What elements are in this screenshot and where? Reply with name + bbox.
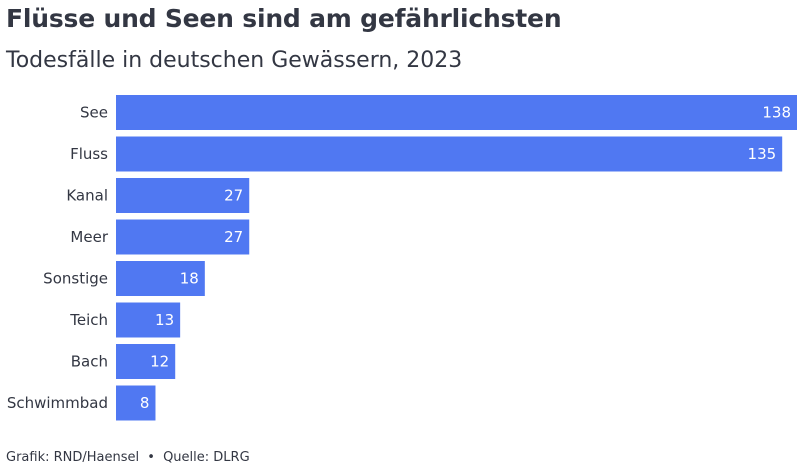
bar-fluss (116, 136, 783, 172)
value-label: 18 (180, 270, 199, 288)
bar-schwimmbad (116, 385, 156, 421)
value-label: 135 (748, 145, 777, 163)
bar-meer (116, 219, 250, 255)
bar-bach (116, 344, 176, 379)
value-label: 138 (762, 104, 791, 122)
chart-footer: Grafik: RND/Haensel • Quelle: DLRG (6, 450, 250, 465)
category-label: See (80, 104, 108, 122)
credit-text: Grafik: RND/Haensel (6, 450, 140, 465)
category-label: Teich (69, 311, 108, 329)
bar-sonstige (116, 261, 205, 296)
chart-subtitle: Todesfälle in deutschen Gewässern, 2023 (6, 48, 463, 73)
category-label: Kanal (66, 187, 108, 205)
category-label: Fluss (70, 145, 108, 163)
value-label: 13 (155, 311, 174, 329)
value-label: 8 (140, 394, 150, 412)
category-label: Bach (71, 353, 108, 371)
category-label: Sonstige (43, 270, 108, 288)
footer-separator: • (147, 450, 155, 465)
bar-teich (116, 302, 181, 338)
value-label: 12 (150, 353, 169, 371)
value-label: 27 (224, 187, 243, 205)
chart-title: Flüsse und Seen sind am gefährlichsten (6, 4, 562, 33)
bar-see (116, 95, 797, 130)
category-label: Schwimmbad (7, 394, 108, 412)
value-label: 27 (224, 228, 243, 246)
source-text: Quelle: DLRG (163, 450, 250, 465)
bar-kanal (116, 178, 250, 213)
category-label: Meer (70, 228, 108, 246)
